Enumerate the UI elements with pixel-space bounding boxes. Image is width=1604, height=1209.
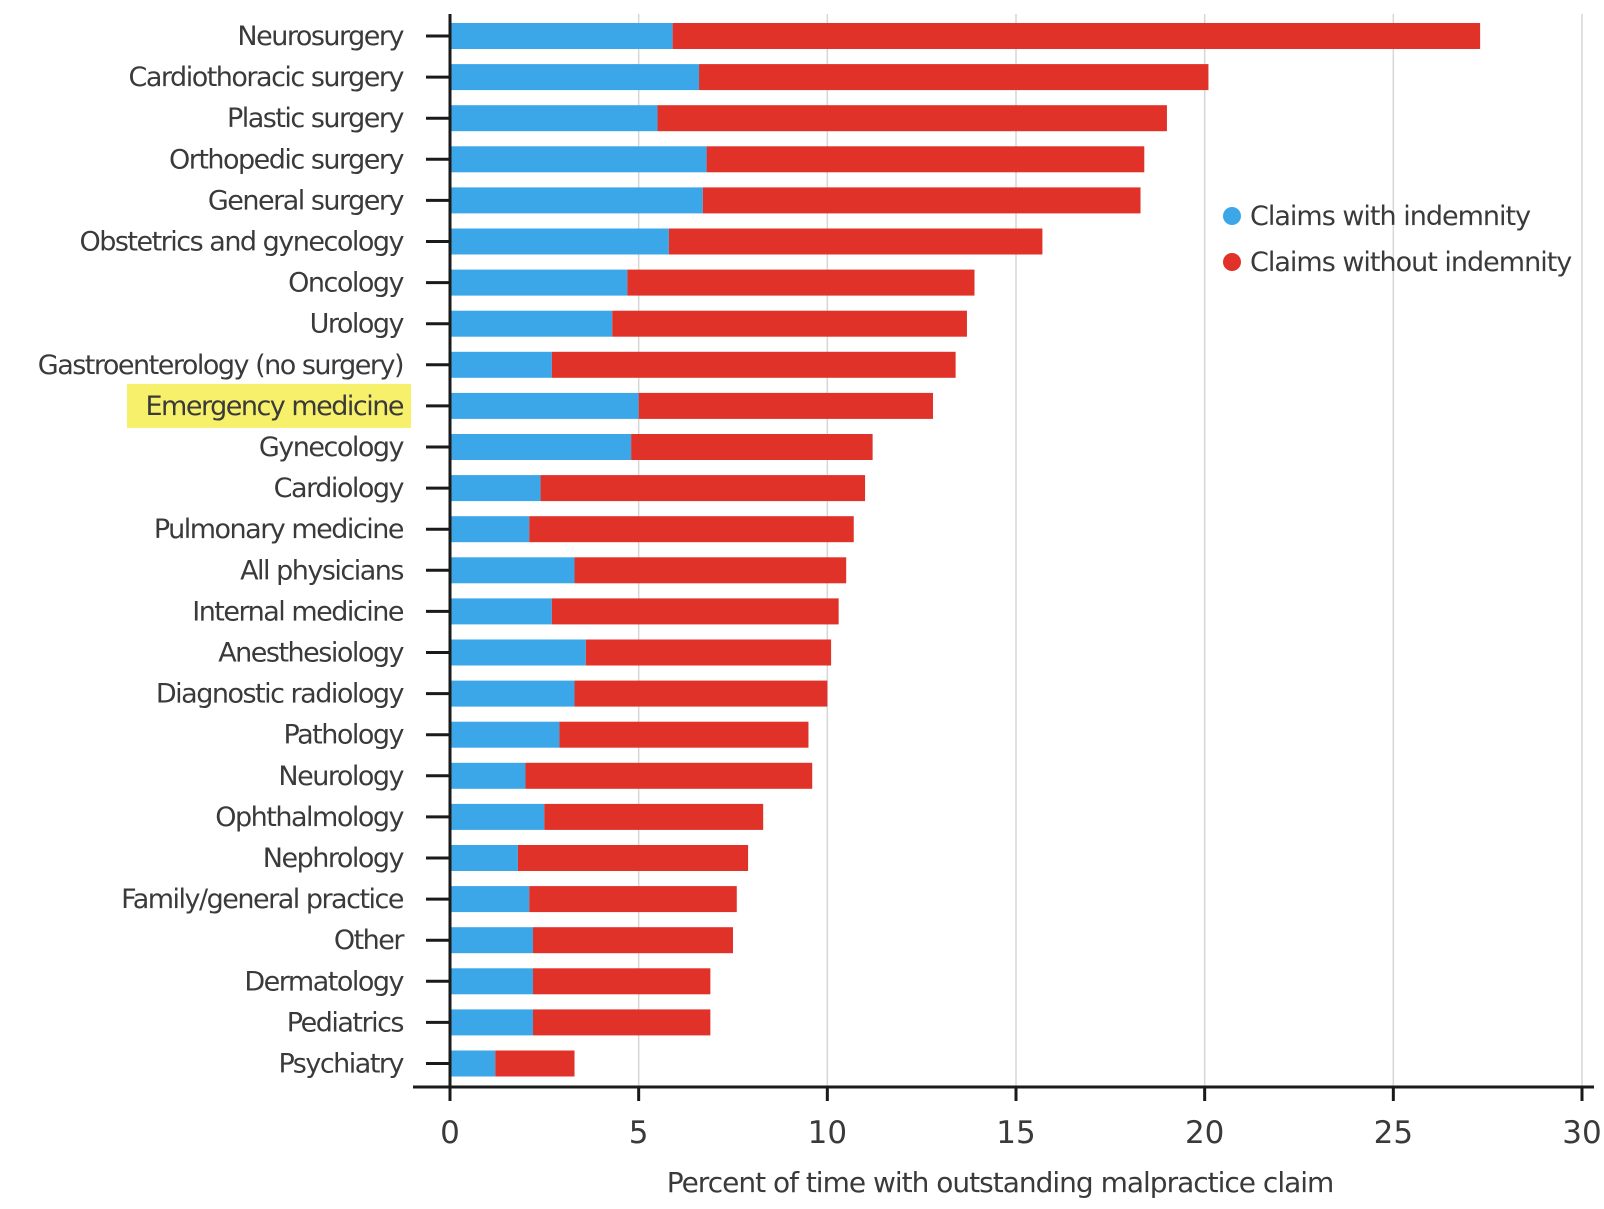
highlight-layer [127, 383, 411, 428]
category-label: Emergency medicine [146, 391, 404, 422]
category-label: Nephrology [263, 843, 405, 874]
legend-marker-with-indemnity [1223, 207, 1241, 225]
bar-without-indemnity-25 [495, 1050, 575, 1077]
x-tick-label-10: 10 [808, 1115, 847, 1151]
category-label: All physicians [240, 555, 403, 586]
category-label: General surgery [208, 185, 405, 216]
category-label: Gastroenterology (no surgery) [38, 350, 403, 381]
x-tick-label-0: 0 [440, 1115, 460, 1151]
legend-label-with-indemnity: Claims with indemnity [1250, 201, 1531, 232]
category-label: Cardiology [274, 473, 405, 504]
bar-without-indemnity-10 [631, 434, 873, 460]
category-label: Oncology [288, 268, 404, 299]
x-tick-label-20: 20 [1185, 1115, 1224, 1151]
bar-without-indemnity-3 [706, 146, 1145, 173]
category-label: Internal medicine [192, 596, 404, 627]
bar-with-indemnity-19 [450, 803, 545, 830]
x-tick-label-25: 25 [1374, 1115, 1413, 1151]
category-label: Pathology [284, 720, 405, 751]
bar-without-indemnity-14 [551, 598, 839, 625]
category-label: Pediatrics [287, 1007, 404, 1038]
bar-without-indemnity-13 [574, 557, 847, 584]
x-axis: 0 5 10 15 20 25 30 [413, 1085, 1602, 1151]
bar-with-indemnity-6 [450, 269, 628, 296]
category-label: Orthopedic surgery [169, 144, 405, 175]
bar-with-indemnity-12 [450, 516, 530, 543]
x-tick-label-30: 30 [1562, 1115, 1601, 1151]
category-label: Obstetrics and gynecology [79, 227, 404, 258]
category-label: Other [334, 925, 406, 956]
category-label: Neurosurgery [237, 21, 404, 52]
bars [450, 23, 1481, 1077]
bar-with-indemnity-20 [450, 845, 518, 871]
bar-with-indemnity-18 [450, 762, 526, 789]
bar-without-indemnity-7 [612, 310, 967, 337]
bar-without-indemnity-5 [668, 228, 1043, 255]
category-label: Dermatology [244, 966, 404, 997]
bar-without-indemnity-2 [657, 105, 1167, 132]
bar-with-indemnity-25 [450, 1050, 496, 1077]
x-tick-label-15: 15 [996, 1115, 1035, 1151]
bar-without-indemnity-11 [540, 475, 866, 502]
legend-marker-without-indemnity [1223, 253, 1241, 271]
bar-without-indemnity-12 [529, 516, 854, 543]
category-label: Urology [310, 309, 405, 340]
category-label: Anesthesiology [218, 638, 404, 669]
bar-with-indemnity-17 [450, 721, 560, 748]
bar-with-indemnity-4 [450, 187, 703, 214]
bar-with-indemnity-0 [450, 23, 673, 49]
legend: Claims with indemnity Claims without inde… [1223, 201, 1573, 278]
bar-without-indemnity-0 [672, 23, 1481, 49]
bar-with-indemnity-22 [450, 927, 534, 954]
bar-without-indemnity-21 [529, 886, 737, 913]
bar-with-indemnity-16 [450, 680, 575, 707]
category-label: Gynecology [259, 432, 405, 463]
category-label: Family/general practice [121, 884, 404, 915]
bar-with-indemnity-11 [450, 475, 541, 502]
bar-without-indemnity-6 [627, 269, 975, 296]
bar-without-indemnity-18 [525, 762, 813, 789]
category-label: Psychiatry [278, 1049, 404, 1080]
grid-lines [637, 14, 1583, 1087]
bar-with-indemnity-21 [450, 886, 530, 913]
bar-without-indemnity-4 [702, 187, 1141, 214]
bar-with-indemnity-1 [450, 64, 700, 91]
bar-with-indemnity-10 [450, 434, 632, 460]
bar-without-indemnity-23 [533, 968, 711, 995]
bar-with-indemnity-15 [450, 639, 586, 666]
bar-with-indemnity-9 [450, 392, 639, 419]
bar-without-indemnity-24 [533, 1009, 711, 1036]
bar-with-indemnity-13 [450, 557, 575, 584]
bar-without-indemnity-15 [585, 639, 832, 666]
y-axis: Neurosurgery Cardiothoracic surgery Plasti… [38, 14, 452, 1087]
category-label: Neurology [278, 761, 404, 792]
legend-label-without-indemnity: Claims without indemnity [1250, 247, 1572, 278]
category-label: Pulmonary medicine [154, 514, 404, 545]
bar-with-indemnity-2 [450, 105, 658, 132]
category-label: Plastic surgery [227, 103, 405, 134]
bar-with-indemnity-8 [450, 351, 552, 378]
category-label: Cardiothoracic surgery [129, 62, 405, 93]
bar-with-indemnity-3 [450, 146, 707, 173]
bar-with-indemnity-7 [450, 310, 613, 337]
bar-with-indemnity-23 [450, 968, 534, 995]
bar-without-indemnity-19 [544, 803, 764, 830]
x-tick-label-5: 5 [629, 1115, 649, 1151]
bar-without-indemnity-22 [533, 927, 733, 954]
bar-without-indemnity-8 [551, 351, 956, 378]
bar-without-indemnity-17 [559, 721, 809, 748]
bar-without-indemnity-20 [517, 845, 749, 871]
category-label: Ophthalmology [215, 802, 404, 833]
bar-without-indemnity-16 [574, 680, 828, 707]
highlight-box [127, 383, 411, 428]
category-label: Diagnostic radiology [156, 679, 405, 710]
bar-without-indemnity-9 [638, 392, 933, 419]
bar-with-indemnity-24 [450, 1009, 534, 1036]
bar-with-indemnity-14 [450, 598, 552, 625]
bar-without-indemnity-1 [699, 64, 1209, 91]
x-axis-title: Percent of time with outstanding malprac… [667, 1166, 1334, 1199]
bar-with-indemnity-5 [450, 228, 669, 255]
